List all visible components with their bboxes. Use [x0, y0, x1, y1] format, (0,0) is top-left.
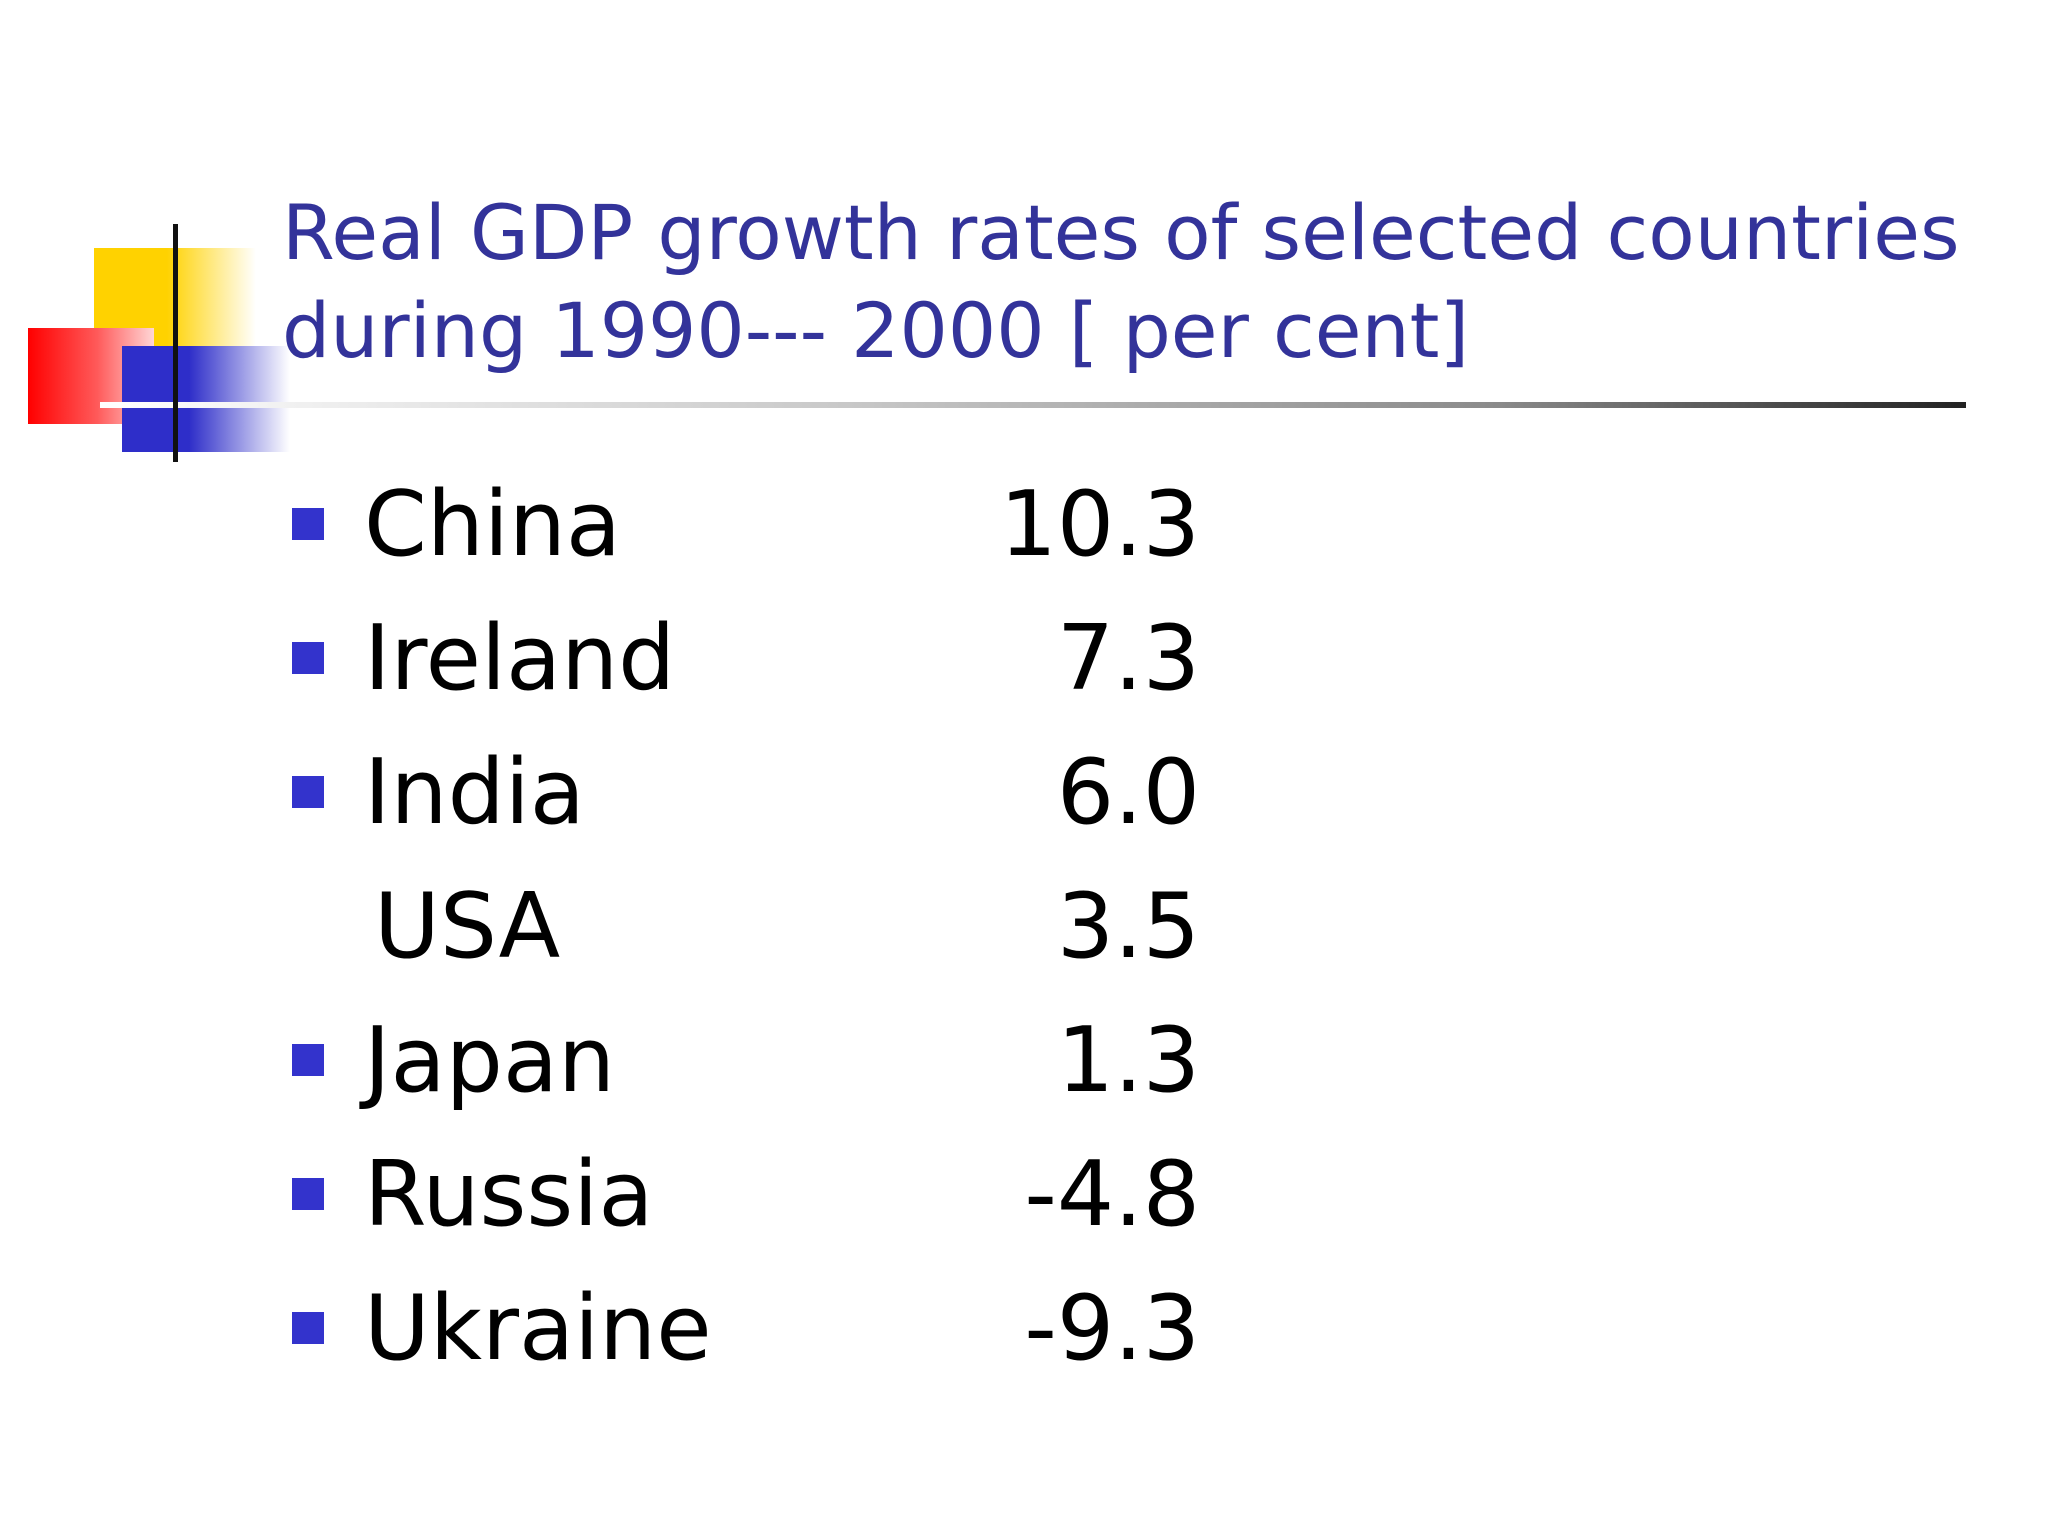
- square-bullet-icon: [292, 1178, 324, 1210]
- country-name: Ireland: [364, 606, 676, 711]
- decorative-vertical-line: [173, 224, 178, 462]
- title-underline-rule: [100, 402, 1966, 408]
- country-name: China: [364, 472, 622, 577]
- growth-value: 10.3: [999, 472, 1200, 577]
- list-item-russia: Russia -4.8: [0, 1140, 1200, 1250]
- list-item-india: India 6.0: [0, 738, 1200, 848]
- growth-value: 7.3: [1056, 606, 1200, 711]
- decorative-blue-square: [122, 346, 290, 452]
- square-bullet-icon: [292, 642, 324, 674]
- list-item-ukraine: Ukraine -9.3: [0, 1274, 1200, 1384]
- country-name: India: [364, 740, 585, 845]
- slide-title: Real GDP growth rates of selected countr…: [282, 188, 1960, 375]
- square-bullet-icon: [292, 508, 324, 540]
- growth-value: 1.3: [1056, 1008, 1200, 1113]
- square-bullet-icon: [292, 1044, 324, 1076]
- list-item-usa: USA 3.5: [0, 872, 1200, 982]
- country-name: Russia: [364, 1142, 654, 1247]
- list-item-ireland: Ireland 7.3: [0, 604, 1200, 714]
- growth-value: 6.0: [1056, 740, 1200, 845]
- square-bullet-icon: [292, 1312, 324, 1344]
- country-name: Ukraine: [364, 1276, 712, 1381]
- growth-value: -4.8: [1024, 1142, 1200, 1247]
- square-bullet-icon: [292, 776, 324, 808]
- growth-value: 3.5: [1056, 874, 1200, 979]
- country-name: USA: [374, 874, 561, 979]
- growth-value: -9.3: [1024, 1276, 1200, 1381]
- country-name: Japan: [364, 1008, 616, 1113]
- list-item-japan: Japan 1.3: [0, 1006, 1200, 1116]
- list-item-china: China 10.3: [0, 470, 1200, 580]
